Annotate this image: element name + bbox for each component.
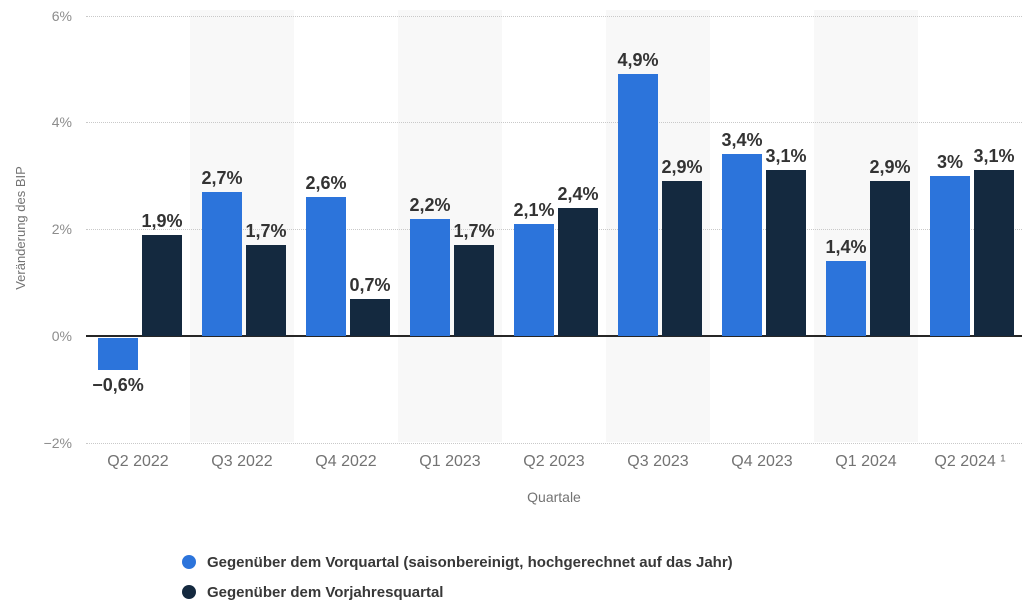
legend-marker-vorquartal-icon: [182, 555, 196, 569]
x-tick-label-q1-2024: Q1 2024: [835, 453, 897, 470]
zero-axis-line: [86, 335, 1022, 337]
bar-value-label: 0,7%: [349, 275, 391, 295]
gridline-6pct: [86, 16, 1022, 17]
bar-vorjahresquartal-q1-2023[interactable]: [454, 245, 494, 336]
bar-value-label: 2,2%: [409, 195, 451, 215]
x-axis-title: Quartale: [527, 489, 581, 505]
legend-label-vorquartal: Gegenüber dem Vorquartal (saisonbereinig…: [207, 553, 733, 571]
gridline-2pct: [86, 229, 1022, 230]
bar-vorquartal-q3-2022[interactable]: [202, 192, 242, 336]
bar-vorquartal-q2-2023[interactable]: [514, 224, 554, 336]
x-tick-label-q4-2022: Q4 2022: [315, 453, 377, 470]
bar-vorquartal-q1-2023[interactable]: [410, 219, 450, 336]
bar-vorquartal-q4-2022[interactable]: [306, 197, 346, 336]
y-tick-label: −2%: [43, 435, 72, 451]
gridline-4pct: [86, 122, 1022, 123]
bar-value-label: 1,7%: [245, 221, 287, 241]
bar-vorjahresquartal-q3-2022[interactable]: [246, 245, 286, 336]
bar-vorquartal-q4-2023[interactable]: [722, 154, 762, 336]
bar-value-label: 3,1%: [973, 146, 1015, 166]
bar-value-label: 2,6%: [305, 173, 347, 193]
bar-value-label: 2,9%: [869, 157, 911, 177]
x-tick-label-q3-2022: Q3 2022: [211, 453, 273, 470]
bar-value-label: 2,4%: [557, 184, 599, 204]
bar-value-label: −0,6%: [92, 375, 144, 395]
bar-value-label: 1,4%: [825, 237, 867, 257]
legend-label-vorjahresquartal: Gegenüber dem Vorjahresquartal: [207, 583, 444, 601]
bar-vorjahresquartal-q2-2024[interactable]: [974, 170, 1014, 336]
bar-vorjahresquartal-q1-2024[interactable]: [870, 181, 910, 336]
gridline-neg2pct: [86, 443, 1022, 444]
bar-value-label: 2,1%: [513, 200, 555, 220]
bar-value-label: 1,9%: [141, 211, 183, 231]
bar-vorjahresquartal-q2-2023[interactable]: [558, 208, 598, 336]
x-tick-label-q4-2023: Q4 2023: [731, 453, 793, 470]
bar-vorquartal-q2-2024[interactable]: [930, 176, 970, 336]
legend: Gegenüber dem Vorquartal (saisonbereinig…: [182, 552, 733, 611]
x-tick-label-q1-2023: Q1 2023: [419, 453, 481, 470]
bar-vorjahresquartal-q3-2023[interactable]: [662, 181, 702, 336]
bar-vorquartal-q3-2023[interactable]: [618, 74, 658, 336]
bar-vorjahresquartal-q2-2022[interactable]: [142, 235, 182, 336]
legend-marker-vorjahresquartal-icon: [182, 585, 196, 599]
x-tick-label-q2-2022: Q2 2022: [107, 453, 169, 470]
bar-value-label: 2,7%: [201, 168, 243, 188]
bar-value-label: 1,7%: [453, 221, 495, 241]
legend-item-vorjahresquartal[interactable]: Gegenüber dem Vorjahresquartal: [182, 582, 733, 602]
bar-value-label: 3,4%: [721, 130, 763, 150]
bar-value-label: 3,1%: [765, 146, 807, 166]
y-tick-label: 6%: [51, 8, 72, 24]
y-tick-label: 4%: [51, 114, 72, 130]
x-tick-label-q3-2023: Q3 2023: [627, 453, 689, 470]
bar-vorjahresquartal-q4-2023[interactable]: [766, 170, 806, 336]
bar-vorjahresquartal-q4-2022[interactable]: [350, 299, 390, 336]
y-tick-label: 2%: [51, 221, 72, 237]
bar-value-label: 3%: [936, 152, 963, 172]
x-tick-label-q2-2024: Q2 2024 ¹: [934, 453, 1006, 470]
x-tick-label-q2-2023: Q2 2023: [523, 453, 585, 470]
bar-value-label: 4,9%: [617, 50, 659, 70]
y-tick-label: 0%: [51, 328, 72, 344]
legend-item-vorquartal[interactable]: Gegenüber dem Vorquartal (saisonbereinig…: [182, 552, 733, 572]
bar-value-label: 2,9%: [661, 157, 703, 177]
bar-vorquartal-q1-2024[interactable]: [826, 261, 866, 336]
bar-vorquartal-q2-2022[interactable]: [98, 338, 138, 370]
